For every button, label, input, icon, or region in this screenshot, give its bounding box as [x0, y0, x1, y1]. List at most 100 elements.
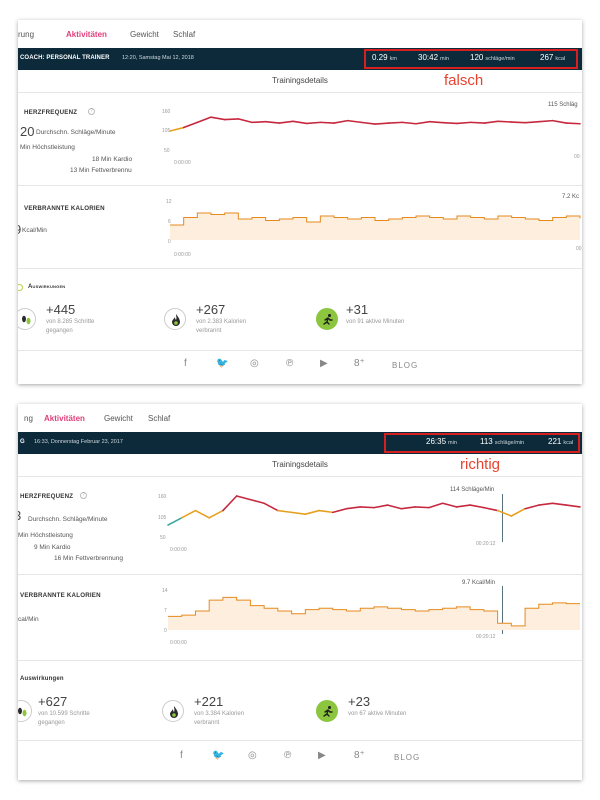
cardio-minutes: 18 Min Kardio: [92, 156, 133, 163]
youtube-icon[interactable]: ▶: [318, 750, 326, 761]
heart-rate-segment: [263, 502, 279, 512]
googleplus-icon[interactable]: 8⁺: [354, 358, 365, 369]
pinterest-icon[interactable]: ℗: [286, 358, 294, 369]
cursor-line[interactable]: [502, 586, 503, 634]
heart-rate-segment: [442, 121, 458, 125]
y-tick: 7: [164, 608, 167, 614]
heart-rate-segment: [169, 126, 185, 132]
coach-label: COACH: PERSONAL TRAINER: [20, 55, 110, 61]
divider: [18, 574, 582, 575]
tab-gewicht[interactable]: Gewicht: [104, 414, 133, 423]
googleplus-icon[interactable]: 8⁺: [354, 750, 365, 761]
calories-series-line: [170, 212, 581, 226]
activity-date: 16:33, Donnerstag Februar 23, 2017: [34, 439, 123, 445]
heart-rate-segment: [469, 504, 485, 509]
heart-rate-segment: [373, 504, 389, 509]
y-tick: 0: [168, 239, 171, 245]
calories-area: [170, 213, 580, 240]
peak-minutes: Min Höchstleistung: [20, 144, 75, 151]
activity-panel-wrong: rung Aktivitäten Gewicht Schlaf COACH: P…: [18, 20, 582, 384]
heart-rate-segment: [483, 120, 499, 124]
heart-rate-segment: [360, 121, 376, 125]
details-title: Trainingsdetails: [272, 460, 328, 469]
tab-gewicht[interactable]: Gewicht: [130, 30, 159, 39]
calories-burned-sub2: verbrannt: [194, 720, 220, 726]
heart-rate-segment: [510, 121, 527, 124]
facebook-icon[interactable]: f: [184, 358, 187, 369]
footsteps-icon: [18, 308, 36, 330]
facebook-icon[interactable]: f: [180, 750, 183, 761]
heart-rate-segment: [524, 504, 540, 510]
heart-rate-segment: [264, 120, 281, 124]
heart-rate-segment: [400, 506, 417, 510]
calories-burned-sub2: verbrannt: [196, 328, 222, 334]
coach-label: G: [20, 439, 25, 445]
annotation-label: richtig: [460, 456, 501, 473]
heart-rate-segment: [415, 120, 431, 125]
fatburn-minutes: 13 Min Fettverbrennu: [70, 167, 132, 174]
calories-value: 9: [18, 222, 21, 237]
divider: [18, 476, 582, 477]
heart-rate-segment: [565, 122, 581, 125]
flame-icon: [162, 700, 184, 722]
details-title: Trainingsdetails: [272, 76, 328, 85]
heart-rate-segment: [428, 502, 444, 509]
instagram-icon[interactable]: ◎: [250, 358, 259, 369]
stats-highlight-box: [364, 49, 578, 69]
heart-rate-segment: [428, 120, 445, 124]
heart-rate-segment: [319, 121, 335, 124]
footsteps-icon: [18, 700, 32, 722]
tab-schlaf[interactable]: Schlaf: [148, 414, 171, 423]
heart-rate-segment: [346, 119, 363, 124]
x-tick-end: 00:: [574, 154, 581, 160]
stat-heart-rate: 113 schläge/min: [480, 437, 525, 446]
x-tick-end: 00: [576, 246, 582, 252]
heart-rate-segment: [167, 517, 183, 526]
y-tick: 0: [164, 628, 167, 634]
activity-header-bar: G 16:33, Donnerstag Februar 23, 2017 26:…: [18, 432, 582, 454]
heart-rate-segment: [208, 509, 224, 519]
heart-rate-segment: [182, 121, 199, 129]
fatburn-minutes: 16 Min Fettverbrennung: [54, 555, 124, 562]
active-minutes-value: +31: [346, 302, 369, 317]
twitter-icon[interactable]: 🐦: [216, 358, 229, 369]
impact-label: Auswirkungen: [28, 284, 66, 290]
twitter-icon[interactable]: 🐦: [212, 750, 225, 761]
tab-aktivitaeten[interactable]: Aktivitäten: [44, 414, 85, 423]
tab-schlaf[interactable]: Schlaf: [173, 30, 196, 39]
blog-link[interactable]: BLOG: [392, 361, 419, 370]
x-tick-end: 00:20:12: [476, 634, 496, 640]
tab-ernaehrung[interactable]: rung: [18, 30, 35, 39]
divider: [18, 92, 582, 93]
blog-link[interactable]: BLOG: [394, 753, 421, 762]
heart-rate-segment: [483, 506, 499, 512]
pinterest-icon[interactable]: ℗: [284, 750, 292, 761]
active-minutes-value: +23: [348, 694, 371, 709]
heart-rate-segment: [223, 118, 240, 121]
calories-burned-value: +221: [194, 694, 224, 709]
info-icon[interactable]: ?: [88, 108, 95, 115]
heart-rate-segment: [524, 120, 540, 124]
tab-ernaehrung[interactable]: ng: [24, 414, 33, 423]
heart-rate-segment: [387, 121, 404, 124]
y-tick: 160: [158, 494, 167, 500]
heart-rate-segment: [455, 504, 471, 508]
tab-aktivitaeten[interactable]: Aktivitäten: [66, 30, 107, 39]
cursor-line[interactable]: [502, 494, 503, 542]
calories-burned-sub: von 3.384 Kalorien: [194, 711, 245, 717]
flame-icon: [164, 308, 186, 330]
heart-rate-segment: [441, 502, 458, 508]
impact-label: Auswirkungen: [20, 676, 64, 682]
heart-rate-segment: [537, 502, 554, 506]
info-icon[interactable]: ?: [80, 492, 87, 499]
heart-rate-chart: [167, 495, 581, 526]
instagram-icon[interactable]: ◎: [248, 750, 257, 761]
heart-rate-segment: [386, 504, 403, 510]
steps-sub2: gegangen: [46, 328, 73, 334]
impact-icon: [18, 284, 23, 291]
heart-rate-segment: [496, 509, 513, 517]
heart-rate-unit: Durchschn. Schläge/Minute: [28, 516, 108, 523]
heart-tooltip: 114 Schläge/Min: [450, 487, 495, 493]
youtube-icon[interactable]: ▶: [320, 358, 328, 369]
calories-chart: [170, 212, 581, 240]
